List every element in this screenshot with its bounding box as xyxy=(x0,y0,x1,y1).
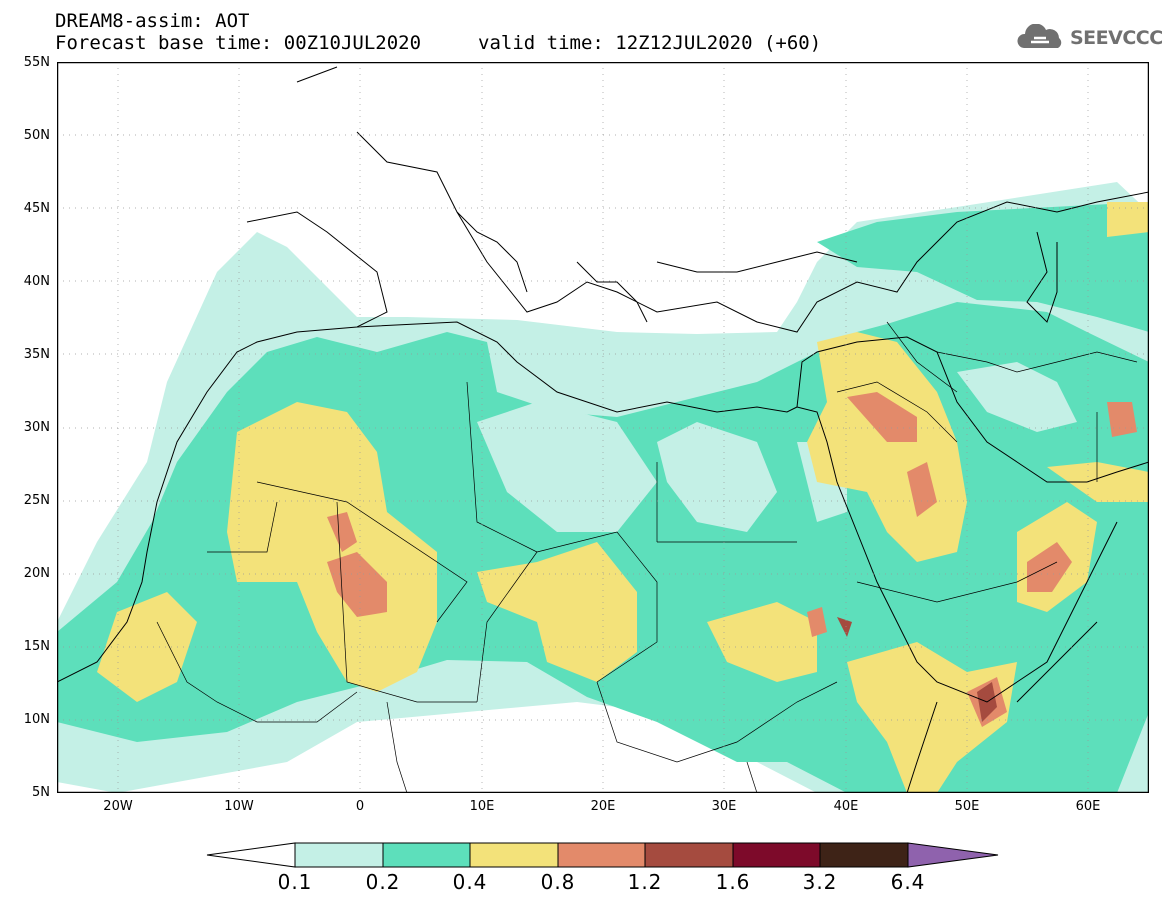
lon-label-40e: 40E xyxy=(833,799,859,814)
colorbar-segment-above xyxy=(907,842,999,868)
lon-label-20e: 20E xyxy=(590,799,616,814)
lat-label-30n: 30N xyxy=(23,420,50,435)
lat-label-15n: 15N xyxy=(23,639,50,654)
aot-map xyxy=(57,62,1149,793)
colorbar xyxy=(206,842,999,868)
aot-contour-0.4 xyxy=(97,202,1149,793)
lat-label-20n: 20N xyxy=(23,566,50,581)
lat-label-35n: 35N xyxy=(23,347,50,362)
lat-label-55n: 55N xyxy=(23,55,50,70)
lon-label-10e: 10E xyxy=(469,799,495,814)
colorbar-segment-6 xyxy=(732,842,821,868)
lon-label-60e: 60E xyxy=(1075,799,1101,814)
lat-label-50n: 50N xyxy=(23,128,50,143)
colorbar-segment-1 xyxy=(294,842,384,868)
lon-label-30e: 30E xyxy=(711,799,737,814)
colorbar-label: 1.6 xyxy=(715,870,751,894)
map-frame xyxy=(57,62,1149,793)
colorbar-label: 1.2 xyxy=(627,870,663,894)
lon-label-50e: 50E xyxy=(954,799,980,814)
lat-label-5n: 5N xyxy=(32,785,50,800)
lat-label-45n: 45N xyxy=(23,201,50,216)
colorbar-label: 0.1 xyxy=(277,870,313,894)
colorbar-segment-4 xyxy=(557,842,646,868)
lat-label-10n: 10N xyxy=(23,712,50,727)
logo-text: SEEVCCC xyxy=(1070,27,1163,49)
coastlines xyxy=(57,66,1149,793)
chart-title: DREAM8-assim: AOT xyxy=(55,10,250,32)
colorbar-segment-2 xyxy=(382,842,471,868)
colorbar-label: 0.8 xyxy=(540,870,576,894)
colorbar-label: 6.4 xyxy=(890,870,926,894)
colorbar-segment-5 xyxy=(644,842,734,868)
lon-label-0: 0 xyxy=(355,799,365,814)
colorbar-segment-below xyxy=(206,842,296,868)
colorbar-segment-3 xyxy=(469,842,559,868)
lon-label-10w: 10W xyxy=(224,799,254,814)
cloud-logo-icon xyxy=(1017,24,1062,48)
lat-label-25n: 25N xyxy=(23,493,50,508)
graticule xyxy=(57,62,1149,793)
seevccc-logo: SEEVCCC xyxy=(1016,24,1163,52)
colorbar-label: 0.2 xyxy=(365,870,401,894)
colorbar-label: 0.4 xyxy=(452,870,488,894)
country-borders xyxy=(156,321,1138,793)
lat-label-40n: 40N xyxy=(23,274,50,289)
valid-time-label: valid time: 12Z12JUL2020 (+60) xyxy=(478,32,822,54)
base-time-label: Forecast base time: 00Z10JUL2020 xyxy=(55,32,422,54)
colorbar-label: 3.2 xyxy=(802,870,838,894)
lon-label-20w: 20W xyxy=(103,799,133,814)
colorbar-segment-7 xyxy=(819,842,909,868)
